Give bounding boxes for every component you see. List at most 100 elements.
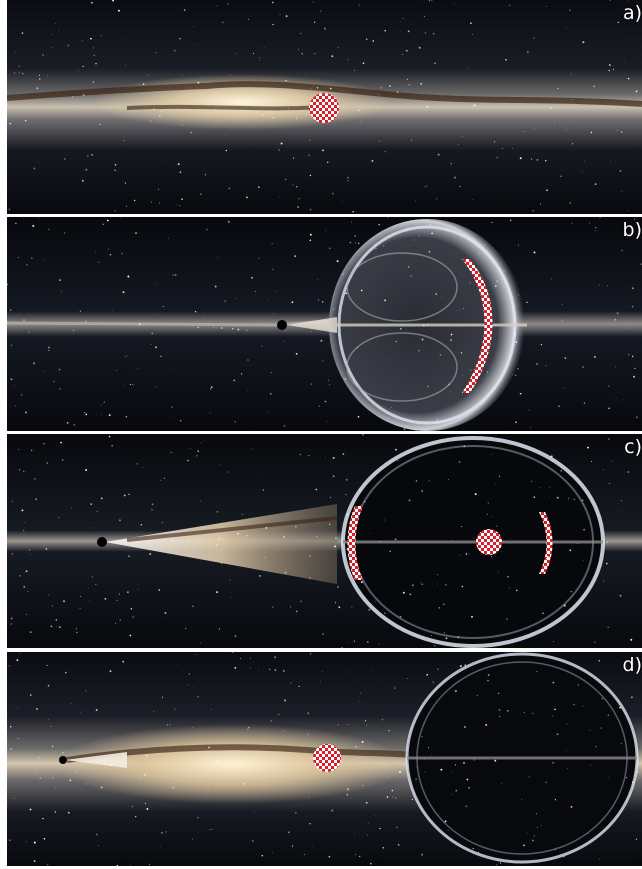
star [565,750,567,752]
star [108,435,111,438]
star [532,209,535,212]
star [565,27,567,29]
panel-label: d) [622,654,642,676]
star [505,58,507,61]
star [10,309,12,311]
star [10,378,13,381]
star [38,74,40,76]
star [628,0,630,2]
star [424,186,425,188]
star [424,32,427,34]
star [246,535,248,536]
star [216,544,218,546]
star [359,855,361,858]
star [411,139,412,141]
star [418,235,420,237]
star [295,525,297,528]
star [266,299,268,301]
star [399,615,402,618]
star [93,54,96,57]
star [469,282,471,284]
star [507,575,509,578]
star [267,411,268,412]
star [508,28,510,30]
star [624,286,625,288]
star [359,756,361,759]
star [362,434,364,436]
star [61,459,64,461]
star [555,849,556,850]
star [173,368,175,370]
star [628,353,630,356]
star [508,444,510,446]
star [566,129,567,131]
star [323,569,324,570]
panel-c: c) [7,434,642,648]
star [250,657,251,659]
star [292,184,294,186]
star [485,723,488,726]
star [444,820,447,823]
star [611,460,613,462]
star [30,554,32,556]
star [309,174,312,177]
star [428,747,429,749]
star [160,846,161,848]
star [126,355,128,357]
star [600,727,602,729]
star [537,827,538,829]
star [456,600,458,602]
star [495,372,497,374]
star [357,415,360,418]
star [567,497,570,500]
star [355,242,356,243]
star [29,631,32,633]
star [110,764,113,767]
star [247,359,249,361]
star [85,168,88,171]
star [574,121,576,122]
star [633,375,636,378]
star [360,581,363,584]
star [384,299,387,302]
star [407,265,410,268]
star [516,87,518,89]
star [493,141,496,143]
star [515,341,518,343]
star [566,723,568,725]
star [334,545,337,548]
star [71,96,74,98]
star [629,98,631,100]
star [8,208,11,211]
star [261,854,264,857]
star [608,777,610,779]
star [79,263,81,265]
star [59,279,61,281]
star [285,15,288,18]
star [214,285,217,288]
star [370,795,372,796]
star [7,283,9,286]
star [66,421,69,424]
star [464,664,466,666]
star [150,120,152,122]
star [552,389,554,390]
star [582,41,585,44]
star [216,5,218,7]
star [88,600,90,602]
star [471,33,473,35]
star [295,353,298,355]
star [157,771,159,773]
star [163,545,165,547]
star [582,171,583,172]
star [279,196,281,198]
star [421,853,424,856]
star [237,532,239,535]
panel-label: a) [622,2,642,24]
star [53,380,55,383]
star [36,708,38,710]
star [501,783,502,785]
star [32,224,35,227]
star [73,423,76,426]
star [431,232,433,235]
